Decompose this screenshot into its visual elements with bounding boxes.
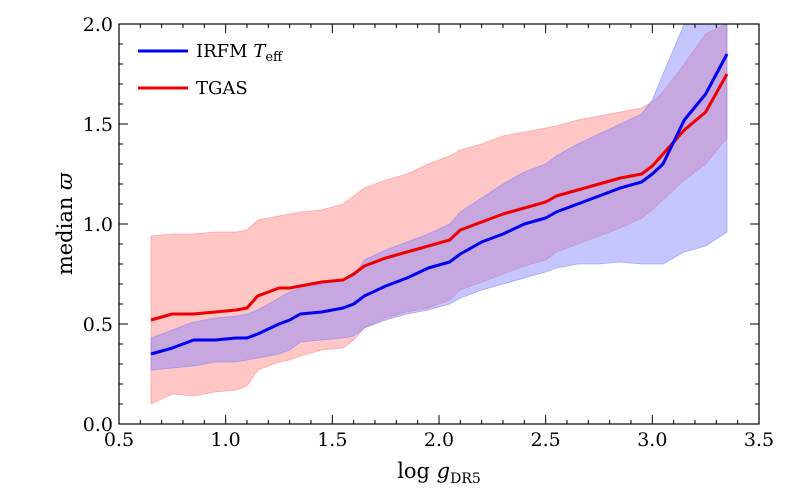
x-tick-label: 3.0	[637, 429, 667, 451]
y-axis-label: median ϖ	[53, 172, 77, 275]
x-tick-label: 2.5	[531, 429, 561, 451]
y-tick-label: 0.0	[83, 414, 113, 436]
legend-label-irfm: IRFM Teff	[196, 41, 284, 65]
y-tick-label: 0.5	[83, 314, 113, 336]
y-tick-label: 2.0	[83, 14, 113, 36]
x-tick-label: 2.0	[424, 429, 454, 451]
legend-label-tgas: TGAS	[196, 78, 248, 99]
x-tick-label: 0.5	[104, 429, 134, 451]
y-tick-label: 1.0	[83, 214, 113, 236]
x-tick-label: 3.5	[744, 429, 774, 451]
x-axis-label: log gDR5	[397, 459, 481, 487]
line-tgas	[150, 73, 729, 322]
line-irfm	[150, 53, 729, 356]
axis-ticks	[118, 23, 760, 425]
x-tick-label: 1.0	[211, 429, 241, 451]
axis-tick-labels: 0.5 1.0 1.5 2.0 2.5 3.0 3.50.00.51.01.52.0	[83, 14, 774, 451]
x-tick-label: 1.5	[317, 429, 347, 451]
median-lines	[150, 53, 729, 356]
confidence-bands	[150, 24, 728, 405]
legend: IRFM Teff TGAS	[138, 41, 284, 99]
y-tick-label: 1.5	[83, 114, 113, 136]
